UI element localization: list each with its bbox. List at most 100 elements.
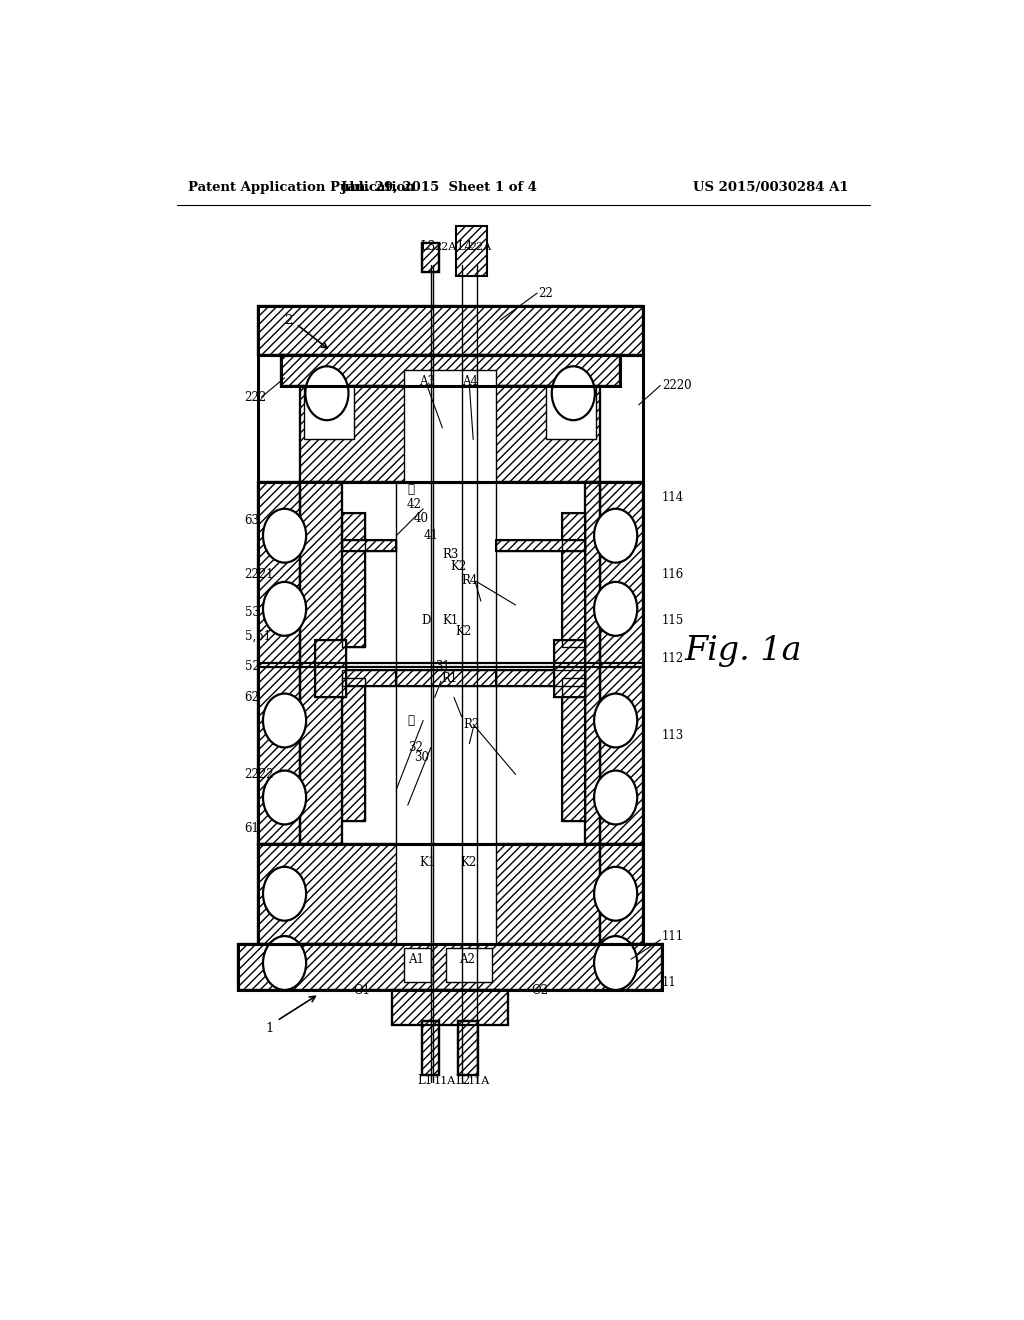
Text: 61: 61: [245, 822, 259, 834]
Text: L1: L1: [417, 1074, 432, 1088]
Bar: [281, 355, 620, 385]
Text: 2221: 2221: [245, 568, 274, 581]
Text: 112: 112: [662, 652, 684, 665]
Ellipse shape: [552, 366, 595, 420]
Bar: [258, 482, 300, 843]
Bar: [422, 1020, 438, 1074]
Bar: [562, 678, 585, 821]
Bar: [342, 512, 366, 647]
Text: 115: 115: [662, 614, 684, 627]
Text: D: D: [422, 614, 431, 627]
Ellipse shape: [263, 867, 306, 921]
Ellipse shape: [263, 508, 306, 562]
Text: 5,51: 5,51: [245, 630, 270, 643]
Bar: [239, 944, 662, 990]
Text: L3: L3: [420, 240, 435, 253]
Bar: [392, 990, 508, 1024]
Text: K2: K2: [451, 560, 466, 573]
Text: 11A: 11A: [468, 1076, 490, 1086]
Ellipse shape: [594, 867, 637, 921]
Ellipse shape: [305, 366, 348, 420]
Text: US 2015/0030284 A1: US 2015/0030284 A1: [692, 181, 848, 194]
Text: 62: 62: [245, 690, 259, 704]
Ellipse shape: [594, 693, 637, 747]
Text: A2: A2: [460, 953, 475, 966]
Bar: [281, 355, 620, 385]
Text: 116: 116: [662, 568, 684, 581]
Text: ④: ④: [408, 483, 415, 496]
Bar: [585, 482, 600, 843]
Bar: [300, 385, 600, 482]
Ellipse shape: [594, 582, 637, 636]
Text: 114: 114: [662, 491, 684, 504]
Bar: [304, 385, 354, 440]
Bar: [392, 990, 508, 1024]
Text: 113: 113: [662, 730, 684, 742]
Bar: [239, 944, 662, 990]
Bar: [258, 306, 643, 355]
Text: 2220: 2220: [662, 379, 691, 392]
Text: A3: A3: [419, 375, 435, 388]
Bar: [458, 243, 478, 272]
Bar: [497, 540, 585, 552]
Text: 222: 222: [245, 391, 266, 404]
Bar: [422, 243, 438, 272]
Bar: [342, 671, 396, 686]
Bar: [342, 678, 366, 821]
Bar: [396, 843, 497, 944]
Text: 1: 1: [265, 1022, 273, 1035]
Bar: [396, 671, 497, 686]
Bar: [458, 243, 478, 272]
Bar: [258, 482, 300, 843]
Bar: [547, 385, 596, 440]
Text: 63: 63: [245, 513, 259, 527]
Bar: [403, 370, 497, 482]
Text: O1: O1: [354, 983, 371, 997]
Bar: [342, 512, 366, 647]
Bar: [342, 678, 366, 821]
Bar: [258, 306, 643, 355]
Ellipse shape: [263, 771, 306, 825]
Bar: [300, 482, 342, 843]
Ellipse shape: [594, 771, 637, 825]
Text: Fig. 1a: Fig. 1a: [685, 635, 803, 667]
Text: 31: 31: [435, 660, 450, 673]
Text: 11: 11: [662, 975, 677, 989]
Ellipse shape: [594, 936, 637, 990]
Text: A4: A4: [462, 375, 477, 388]
Bar: [342, 671, 396, 686]
Bar: [342, 540, 396, 552]
Bar: [239, 944, 662, 990]
Text: 40: 40: [413, 512, 428, 525]
Bar: [258, 306, 643, 355]
Ellipse shape: [263, 693, 306, 747]
Bar: [600, 482, 643, 843]
Bar: [342, 540, 396, 552]
Bar: [456, 226, 487, 276]
Bar: [458, 1020, 478, 1074]
Bar: [458, 1020, 478, 1074]
Bar: [281, 355, 620, 385]
Bar: [562, 678, 585, 821]
Text: A1: A1: [408, 953, 424, 966]
Bar: [396, 482, 497, 843]
Text: L4: L4: [458, 240, 473, 253]
Bar: [258, 843, 600, 944]
Text: 22A: 22A: [469, 242, 492, 252]
Text: Jan. 29, 2015  Sheet 1 of 4: Jan. 29, 2015 Sheet 1 of 4: [341, 181, 537, 194]
Bar: [446, 948, 493, 982]
Text: L2: L2: [456, 1074, 471, 1088]
Text: 53: 53: [245, 606, 259, 619]
Text: Patent Application Publication: Patent Application Publication: [188, 181, 415, 194]
Bar: [497, 540, 585, 552]
Bar: [497, 671, 585, 686]
Text: K2: K2: [460, 857, 476, 870]
Text: 22: 22: [539, 286, 553, 300]
Bar: [600, 843, 643, 944]
Text: 2222: 2222: [245, 768, 274, 781]
Text: R3: R3: [442, 548, 459, 561]
Bar: [600, 843, 643, 944]
Text: ③: ③: [408, 714, 415, 727]
Bar: [422, 243, 438, 272]
Text: 11A: 11A: [433, 1076, 456, 1086]
